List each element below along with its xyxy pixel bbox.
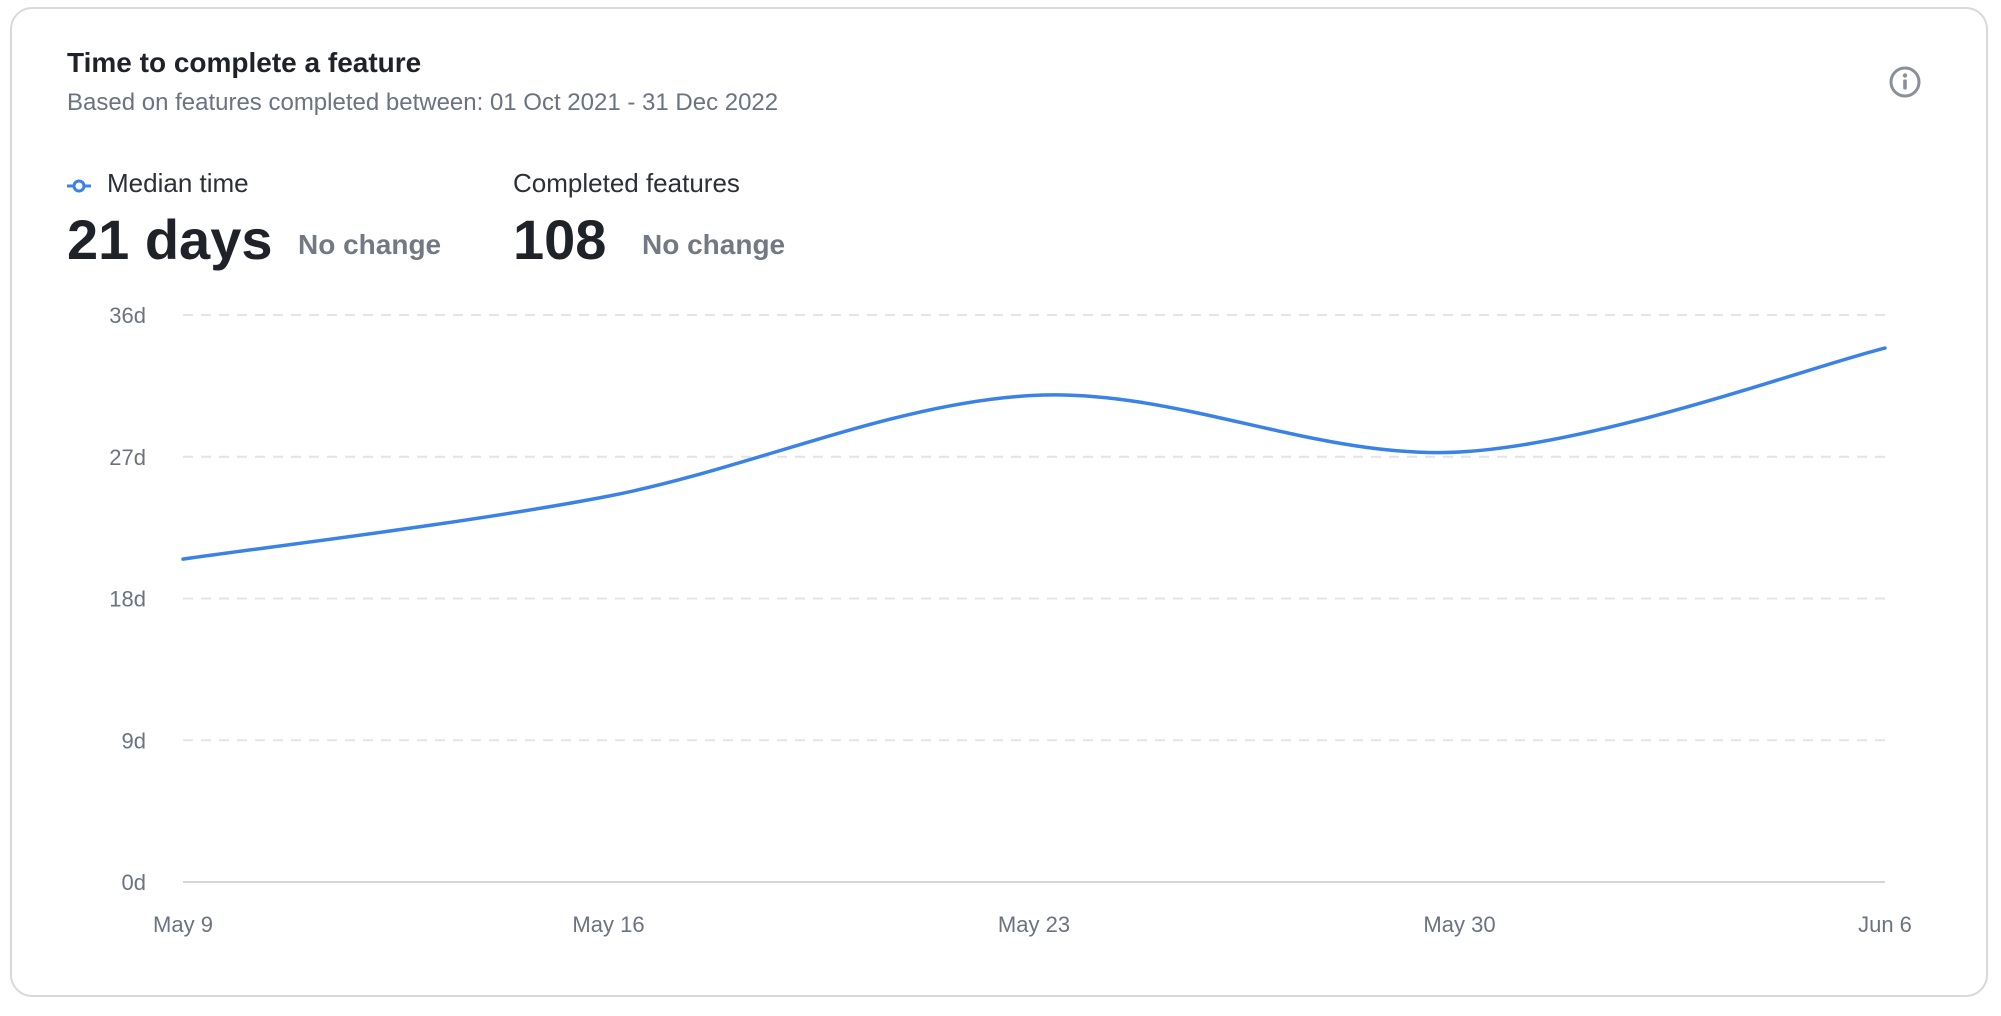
y-tick-label-27d: 27d: [109, 445, 146, 470]
chart-card: Time to complete a feature Based on feat…: [10, 7, 1988, 997]
series-line-median-time: [181, 346, 1887, 561]
completed-features-change: No change: [642, 229, 786, 260]
y-tick-label-36d: 36d: [109, 303, 146, 328]
y-tick-label-9d: 9d: [122, 728, 146, 753]
x-tick-label: Jun 6: [1858, 912, 1912, 937]
median-time-change: No change: [298, 229, 442, 260]
x-tick-label: May 23: [998, 912, 1070, 937]
y-tick-label-18d: 18d: [109, 587, 146, 612]
info-icon[interactable]: [1888, 65, 1922, 99]
completed-features-value: 108: [513, 208, 607, 271]
median-time-value: 21 days: [67, 208, 273, 271]
x-tick-label: May 9: [153, 912, 213, 937]
x-tick-label: May 30: [1423, 912, 1495, 937]
card-subtitle: Based on features completed between: 01 …: [67, 89, 779, 116]
card-title: Time to complete a feature: [67, 47, 422, 78]
y-tick-label-0d: 0d: [122, 870, 146, 895]
completed-features-label: Completed features: [513, 168, 740, 198]
median-time-legend-icon: [67, 179, 91, 193]
x-tick-label: May 16: [572, 912, 644, 937]
median-time-label: Median time: [107, 168, 249, 198]
